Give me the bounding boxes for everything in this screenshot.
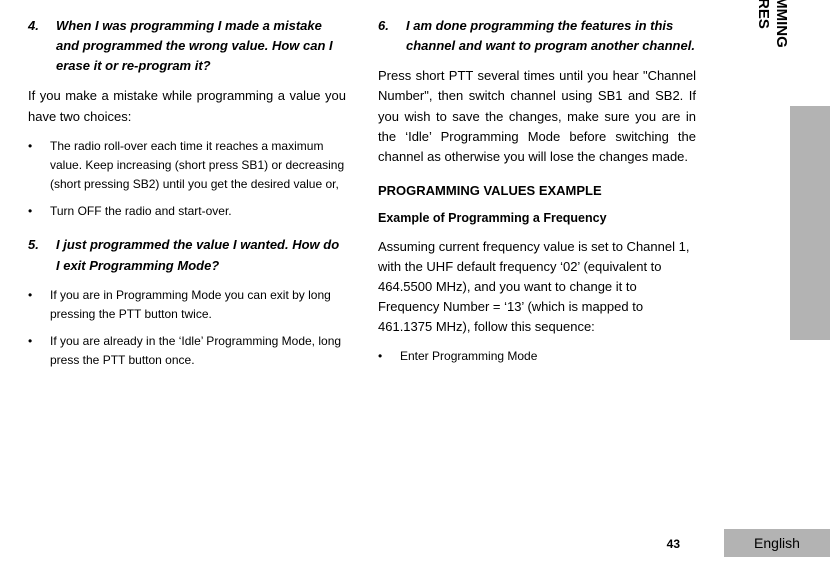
bullet-icon: • — [28, 137, 50, 195]
answer-4-intro: If you make a mistake while programming … — [28, 86, 346, 126]
question-4: 4. When I was programming I made a mista… — [28, 16, 346, 76]
page-number: 43 — [667, 537, 680, 551]
question-6: 6. I am done programming the features in… — [378, 16, 696, 56]
list-item: • If you are in Programming Mode you can… — [28, 286, 346, 324]
answer-5-list: • If you are in Programming Mode you can… — [28, 286, 346, 371]
question-4-text: When I was programming I made a mistake … — [56, 16, 346, 76]
list-item: • Turn OFF the radio and start-over. — [28, 202, 346, 221]
example-bullet-1: Enter Programming Mode — [400, 347, 696, 366]
question-6-text: I am done programming the features in th… — [406, 16, 696, 56]
footer: 43 English — [0, 529, 830, 557]
answer-4-list: • The radio roll-over each time it reach… — [28, 137, 346, 222]
list-item: • Enter Programming Mode — [378, 347, 696, 366]
side-tab — [790, 106, 830, 340]
answer-4-bullet-2: Turn OFF the radio and start-over. — [50, 202, 346, 221]
side-tab-line2: FEATURES — [755, 0, 772, 29]
answer-5-bullet-1: If you are in Programming Mode you can e… — [50, 286, 346, 324]
question-4-number: 4. — [28, 16, 56, 76]
list-item: • If you are already in the ‘Idle’ Progr… — [28, 332, 346, 370]
question-5: 5. I just programmed the value I wanted.… — [28, 235, 346, 275]
bullet-icon: • — [28, 202, 50, 221]
left-column: 4. When I was programming I made a mista… — [28, 16, 346, 571]
question-5-text: I just programmed the value I wanted. Ho… — [56, 235, 346, 275]
page-content: 4. When I was programming I made a mista… — [0, 0, 724, 571]
bullet-icon: • — [28, 332, 50, 370]
side-tab-label: PROGRAMMING FEATURES — [752, 0, 792, 106]
language-tab: English — [724, 529, 830, 557]
list-item: • The radio roll-over each time it reach… — [28, 137, 346, 195]
bullet-icon: • — [28, 286, 50, 324]
answer-4-bullet-1: The radio roll-over each time it reaches… — [50, 137, 346, 195]
question-5-number: 5. — [28, 235, 56, 275]
answer-6: Press short PTT several times until you … — [378, 66, 696, 167]
bullet-icon: • — [378, 347, 400, 366]
subsection-heading: Example of Programming a Frequency — [378, 209, 696, 228]
right-column: 6. I am done programming the features in… — [378, 16, 696, 571]
example-paragraph: Assuming current frequency value is set … — [378, 237, 696, 338]
question-6-number: 6. — [378, 16, 406, 56]
section-heading: PROGRAMMING VALUES EXAMPLE — [378, 181, 696, 201]
side-tab-line1: PROGRAMMING — [773, 0, 790, 48]
answer-5-bullet-2: If you are already in the ‘Idle’ Program… — [50, 332, 346, 370]
example-list: • Enter Programming Mode — [378, 347, 696, 366]
